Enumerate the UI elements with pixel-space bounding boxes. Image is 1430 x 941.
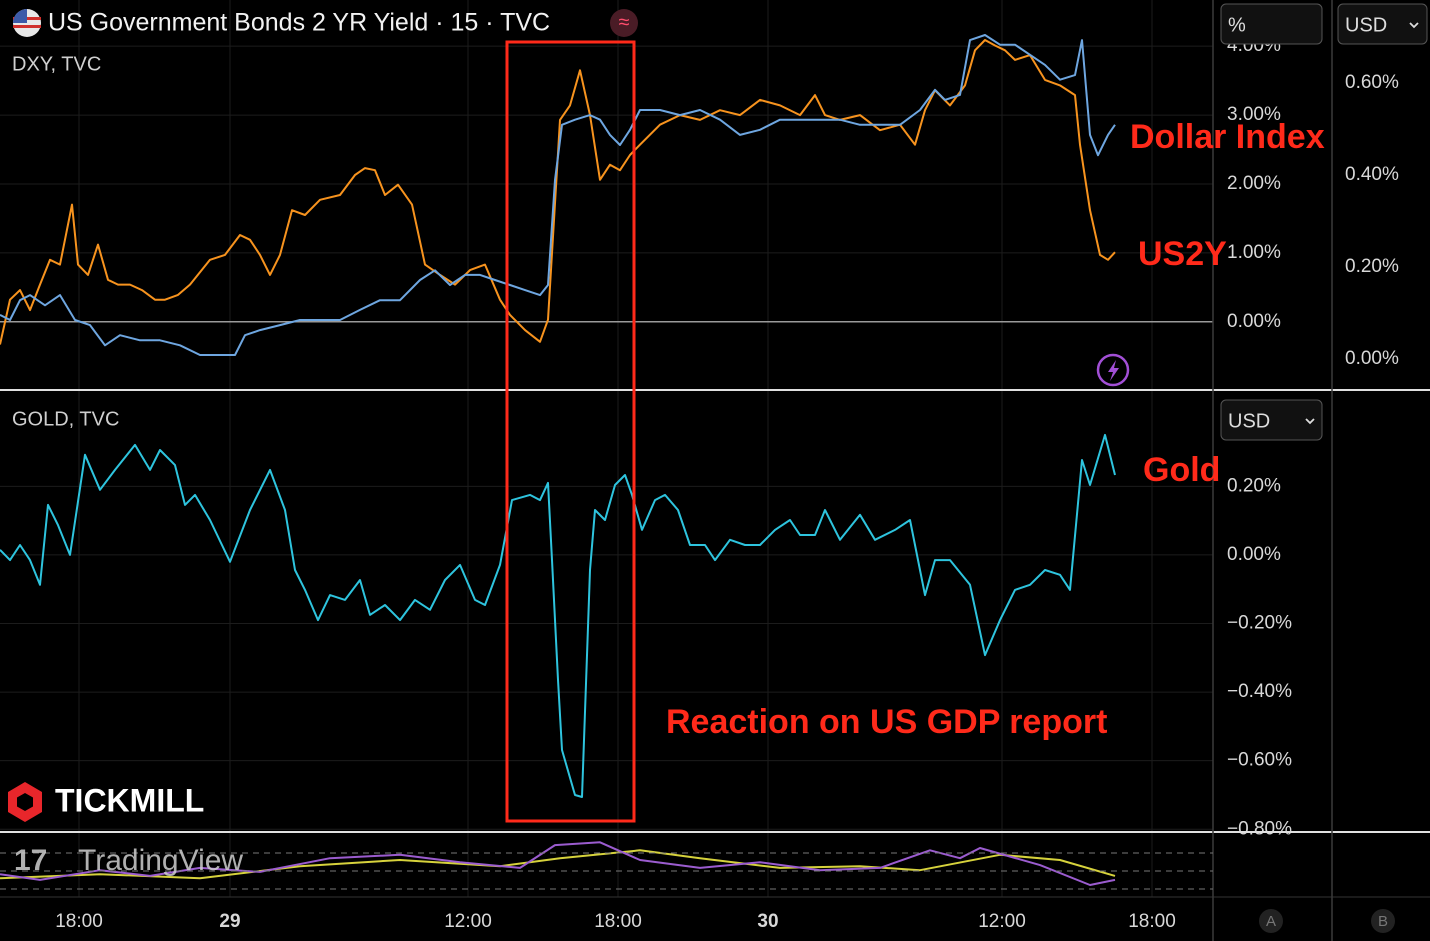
annotation: US2Y — [1138, 235, 1227, 273]
y2-tick-label: 0.40% — [1345, 164, 1399, 185]
currency-button[interactable] — [1220, 399, 1323, 441]
chevron — [1305, 418, 1315, 425]
x-tick-label: 30 — [757, 911, 778, 932]
scale-button-label: B — [1378, 913, 1388, 930]
series-line — [0, 841, 1116, 886]
platform-logo: 17 — [14, 844, 47, 877]
y2-tick-label: 0.20% — [1345, 256, 1399, 277]
currency-button-label: USD — [1345, 14, 1387, 36]
x-tick-label: 18:00 — [1128, 911, 1176, 932]
platform-name: TradingView — [78, 844, 243, 877]
y-tick-label: 1.00% — [1227, 242, 1281, 263]
y-tick-label: 0.20% — [1227, 475, 1281, 496]
chart-title: US Government Bonds 2 YR Yield · 15 · TV… — [48, 9, 550, 37]
y-tick-label: −0.40% — [1227, 681, 1292, 702]
x-tick-label: 12:00 — [978, 911, 1026, 932]
annotation: Reaction on US GDP report — [666, 703, 1107, 741]
x-tick-label: 18:00 — [594, 911, 642, 932]
scale-button[interactable] — [1371, 909, 1395, 933]
y2-tick-label: 0.00% — [1345, 348, 1399, 369]
annotation: Dollar Index — [1130, 118, 1325, 156]
plot-area: 18:00 29 12:00 18:00 30 12:00 18:00 0.00% 1.00% 2… — [0, 0, 1399, 932]
y-tick-label: −0.80% — [1227, 818, 1292, 839]
y-tick-label: 2.00% — [1227, 173, 1281, 194]
series-line — [0, 34, 1116, 356]
series-line — [0, 433, 1116, 798]
y-tick-label: 0.00% — [1227, 311, 1281, 332]
currency-button-label: USD — [1228, 410, 1270, 432]
annotation: Gold — [1143, 451, 1220, 489]
pane-title: GOLD, TVC — [12, 408, 119, 430]
status-icon-glyph: ≈ — [619, 11, 630, 33]
broker-logo — [8, 782, 42, 822]
x-tick-label: 18:00 — [55, 911, 103, 932]
scale-button-label: A — [1266, 913, 1276, 930]
unit-button[interactable] — [1220, 3, 1323, 45]
status-icon[interactable] — [610, 9, 638, 37]
y-tick-label: 0.00% — [1227, 544, 1281, 565]
x-tick-label: 29 — [219, 911, 240, 932]
alert-icon-glyph — [1108, 360, 1119, 381]
series-line — [0, 849, 1116, 880]
broker-name: TICKMILL — [55, 782, 204, 818]
currency-button[interactable] — [1337, 3, 1428, 45]
highlight-box — [505, 40, 636, 823]
chevron — [1409, 22, 1419, 29]
us-flag — [13, 9, 41, 37]
y-tick-label: −0.60% — [1227, 750, 1292, 771]
series-label: DXY, TVC — [12, 53, 101, 75]
y-tick-label: −0.20% — [1227, 613, 1292, 634]
y-tick-label: 3.00% — [1227, 104, 1281, 125]
unit-button-label: % — [1228, 14, 1246, 36]
x-tick-label: 12:00 — [444, 911, 492, 932]
scale-button[interactable] — [1259, 909, 1283, 933]
y2-tick-label: 0.60% — [1345, 72, 1399, 93]
